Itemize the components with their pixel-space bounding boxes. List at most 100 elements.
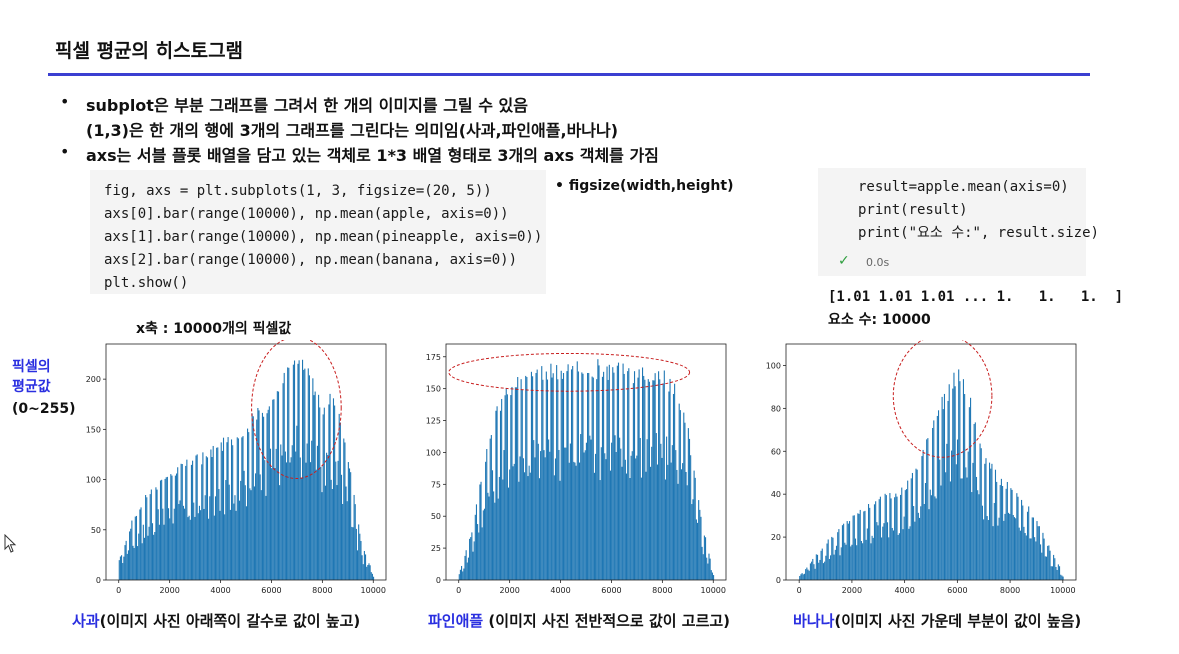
bar (983, 519, 985, 580)
bar (272, 399, 274, 580)
bar (142, 524, 144, 580)
bar (1023, 526, 1025, 580)
bar (213, 515, 215, 580)
bar (239, 500, 241, 580)
bar (140, 507, 142, 580)
bar (170, 474, 172, 580)
bar (470, 537, 472, 580)
bar (996, 481, 998, 580)
bar (323, 407, 325, 580)
bar (831, 536, 833, 580)
bar (970, 397, 972, 580)
bar-series (799, 369, 1064, 580)
bar (273, 399, 275, 580)
bar (993, 502, 995, 580)
x-tick-label: 10000 (361, 586, 386, 595)
ylabel-range: (0~255) (12, 401, 76, 417)
bar (258, 410, 260, 580)
bar (1009, 513, 1011, 580)
bar (818, 562, 820, 580)
bar (968, 407, 970, 580)
bar (522, 458, 524, 580)
bar (122, 563, 124, 580)
bar (873, 504, 876, 580)
highlight-ellipse (448, 352, 691, 392)
bar (347, 462, 349, 580)
bar (314, 391, 316, 580)
bar (569, 443, 571, 580)
bar (686, 485, 688, 580)
bar (352, 527, 354, 580)
bar (148, 526, 150, 580)
bar (895, 493, 897, 580)
x-tick-label: 8000 (312, 586, 332, 595)
bar (138, 533, 140, 580)
bar (190, 464, 192, 580)
slide-title: 픽셀 평균의 히스토그램 (55, 40, 244, 62)
bar (672, 393, 675, 580)
bar (330, 479, 332, 580)
bar (1000, 478, 1002, 580)
bar (358, 524, 360, 580)
bar (700, 516, 702, 580)
bar (667, 464, 669, 580)
bar (852, 515, 854, 580)
bar (664, 479, 667, 580)
bar (493, 491, 495, 580)
bar (187, 517, 189, 580)
bar (894, 497, 896, 580)
bar (368, 563, 370, 580)
bar (240, 480, 242, 580)
bar (551, 377, 553, 580)
bar (661, 457, 663, 580)
bar (1042, 532, 1044, 580)
bar (809, 563, 811, 580)
bar (905, 489, 908, 580)
bar (965, 467, 967, 580)
bar (675, 450, 677, 580)
bar (227, 437, 229, 580)
bar (822, 563, 825, 580)
bar (860, 541, 862, 580)
caption-desc: (이미지 사진 가운데 부분이 값이 높음) (834, 612, 1082, 630)
caption-banana: 바나나(이미지 사진 가운데 부분이 값이 높음) (793, 610, 1081, 631)
bar (308, 375, 310, 580)
bar (954, 386, 956, 580)
bar (883, 523, 885, 580)
bar (916, 469, 918, 580)
bar (520, 379, 522, 580)
code-cell-mean[interactable]: result=apple.mean(axis=0) print(result) … (818, 168, 1099, 276)
bar (165, 477, 167, 580)
bar (592, 377, 594, 580)
bar (698, 500, 700, 580)
y-tick-label: 150 (86, 425, 101, 434)
ylabel-line: 평균값 (12, 379, 51, 395)
bar (236, 437, 238, 580)
bar (342, 503, 344, 580)
bar (971, 492, 973, 580)
bar (998, 517, 1000, 580)
bar (345, 486, 347, 580)
bar (655, 433, 657, 580)
bar (961, 478, 963, 580)
ylabel-line: 픽셀의 (12, 359, 51, 375)
code-line: axs[0].bar(range(10000), np.mean(apple, … (104, 206, 509, 222)
bar (940, 485, 942, 580)
bar (265, 495, 267, 580)
bar (573, 461, 575, 580)
bar (858, 513, 860, 580)
code-cell-subplots[interactable]: fig, axs = plt.subplots(1, 3, figsize=(2… (90, 170, 546, 294)
bar (589, 435, 591, 580)
bar (922, 449, 924, 580)
bar (528, 465, 530, 580)
bar (486, 449, 488, 580)
bar (532, 376, 534, 580)
bar (222, 437, 225, 580)
bar (212, 445, 214, 580)
bar (849, 521, 851, 580)
bar (496, 406, 498, 580)
bar (252, 416, 254, 580)
bar (834, 549, 836, 580)
bar (825, 555, 827, 580)
bar (176, 473, 178, 580)
